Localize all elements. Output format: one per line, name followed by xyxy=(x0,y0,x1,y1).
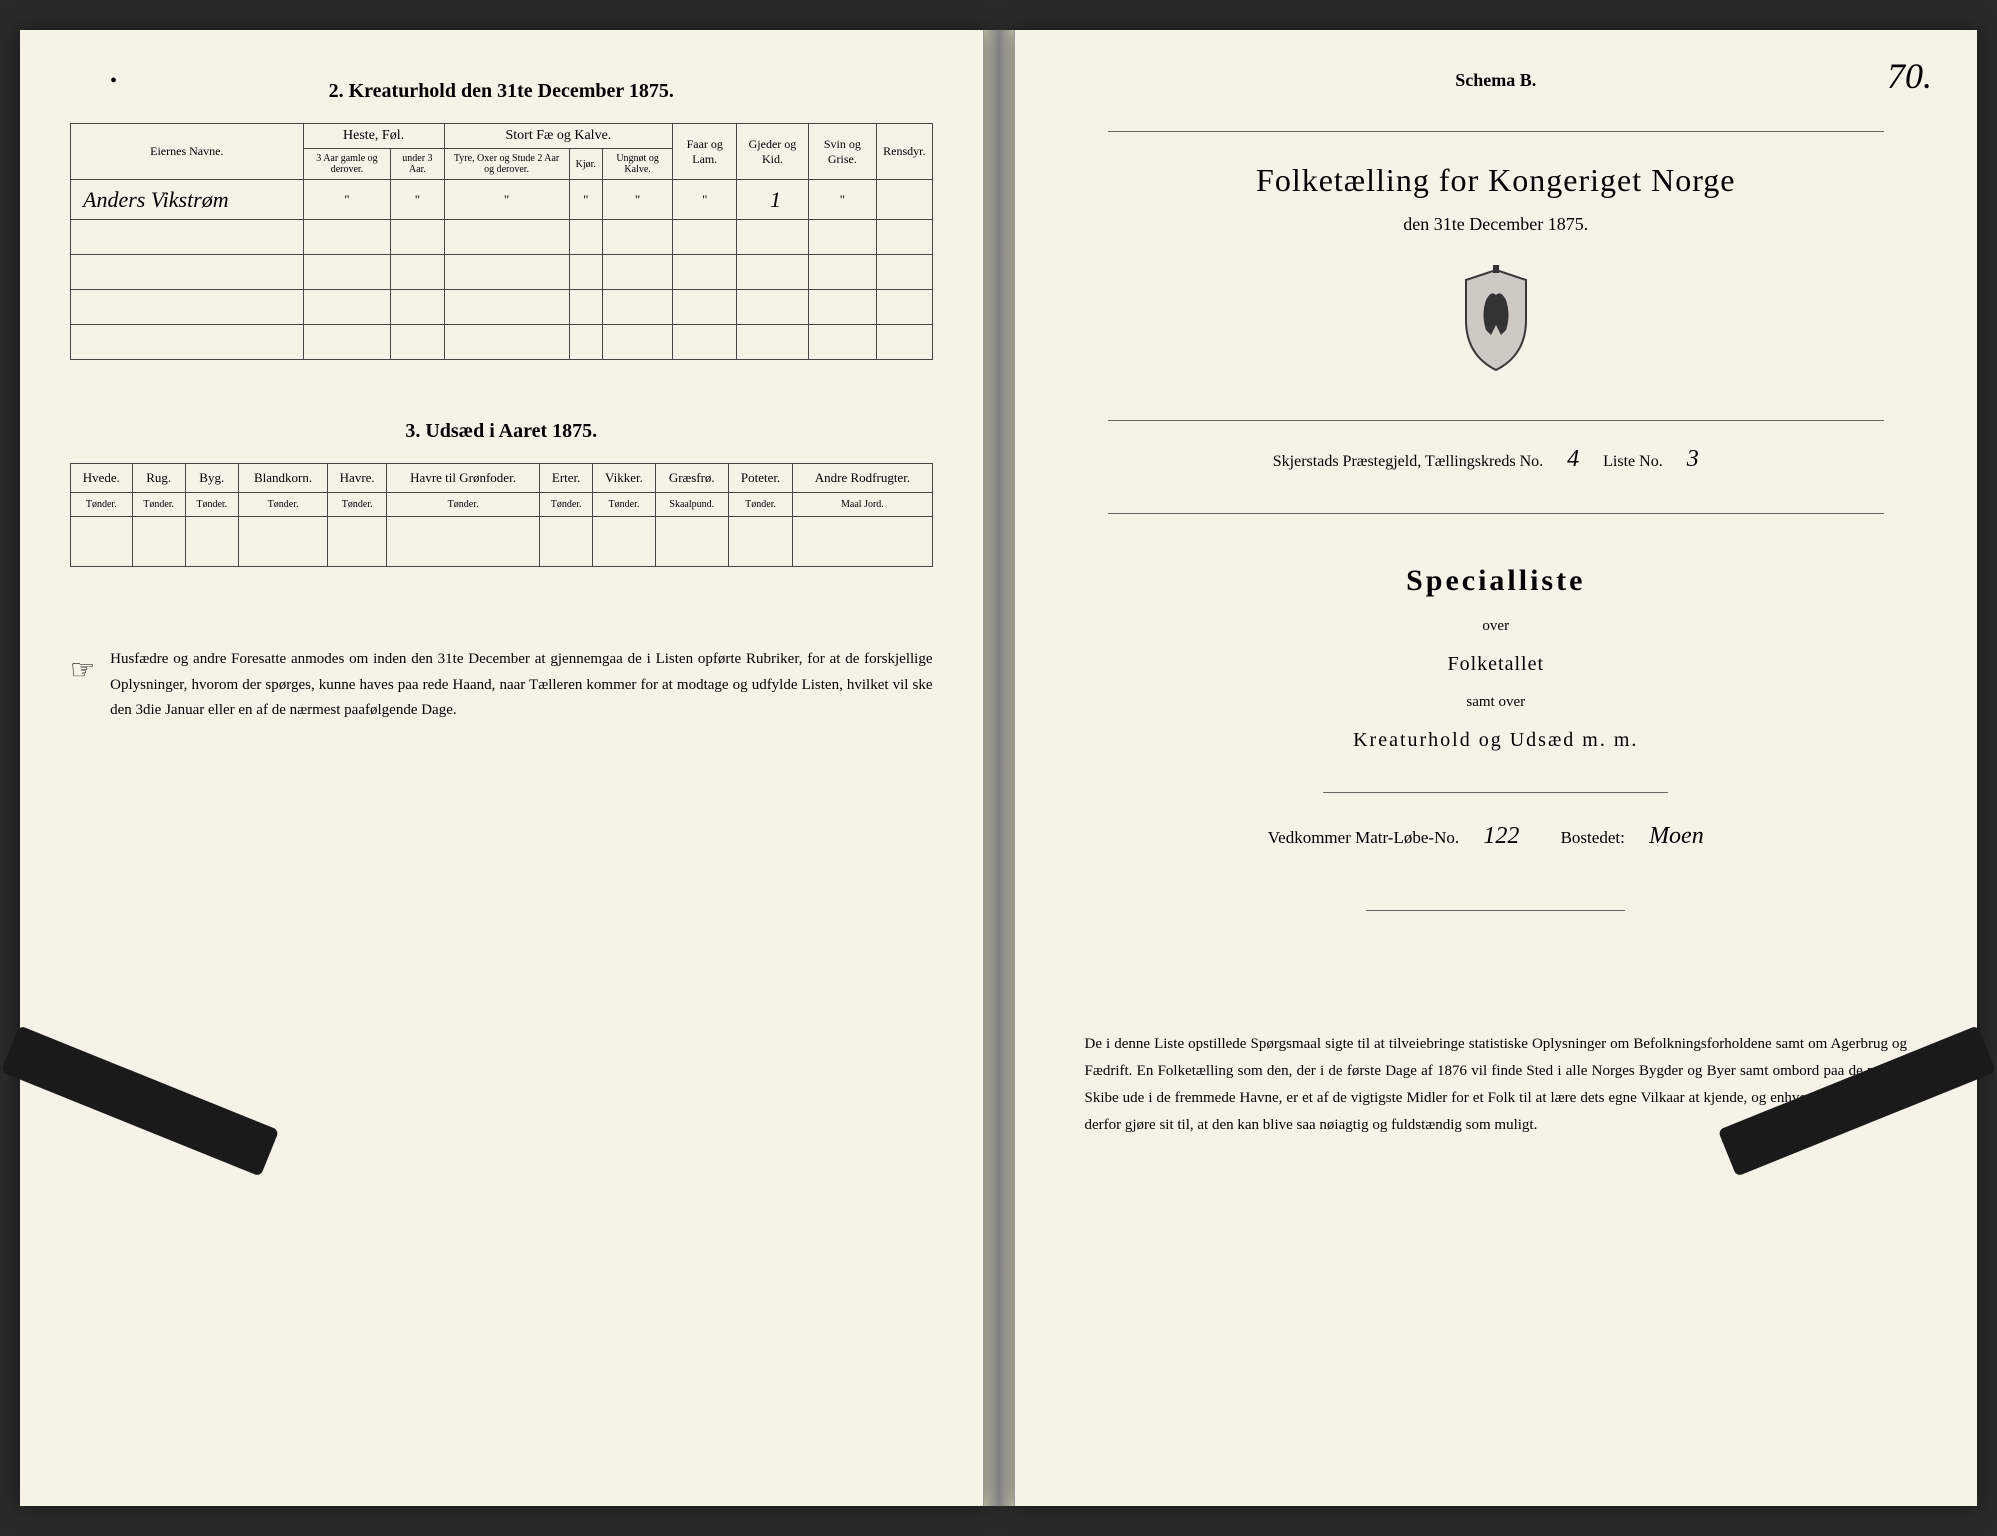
owner-name-cell: Anders Vikstrøm xyxy=(71,180,304,220)
main-title: Folketælling for Kongeriget Norge xyxy=(1065,162,1928,199)
col-vetch: Vikker. xyxy=(593,464,655,493)
right-page: 70. Schema B. Folketælling for Kongerige… xyxy=(1014,30,1978,1506)
liste-number: 3 xyxy=(1667,446,1719,472)
cell: " xyxy=(391,180,444,220)
sub-horses-old: 3 Aar gamle og derover. xyxy=(303,149,391,180)
col-sheep: Faar og Lam. xyxy=(673,124,737,180)
special-title: Specialliste xyxy=(1065,564,1928,598)
divider xyxy=(1108,131,1884,132)
table-row: Anders Vikstrøm " " " " " " 1 " xyxy=(71,180,933,220)
cell: " xyxy=(303,180,391,220)
unit-cell: Tønder. xyxy=(593,493,655,517)
sub-cattle-bulls: Tyre, Oxer og Stude 2 Aar og derover. xyxy=(444,149,569,180)
col-root: Andre Rodfrugter. xyxy=(793,464,932,493)
unit-cell: Maal Jord. xyxy=(793,493,932,517)
kreaturhold-label: Kreaturhold og Udsæd m. m. xyxy=(1065,729,1928,752)
table-row xyxy=(71,325,933,360)
coat-of-arms-icon xyxy=(1065,265,1928,380)
col-wheat: Hvede. xyxy=(71,464,133,493)
col-goats: Gjeder og Kid. xyxy=(737,124,808,180)
cell xyxy=(877,180,932,220)
unit-cell: Tønder. xyxy=(328,493,387,517)
cell: " xyxy=(569,180,602,220)
col-mixed: Blandkorn. xyxy=(238,464,328,493)
col-group-cattle: Stort Fæ og Kalve. xyxy=(444,124,673,149)
unit-cell: Skaalpund. xyxy=(655,493,728,517)
left-page: • 2. Kreaturhold den 31te December 1875.… xyxy=(20,30,984,1506)
matr-number: 122 xyxy=(1463,823,1539,849)
divider xyxy=(1366,910,1625,911)
cell: " xyxy=(673,180,737,220)
col-reindeer: Rensdyr. xyxy=(877,124,932,180)
parish-line: Skjerstads Præstegjeld, Tællingskreds No… xyxy=(1065,446,1928,473)
over-label: over xyxy=(1065,618,1928,635)
table-row xyxy=(71,220,933,255)
col-barley: Byg. xyxy=(185,464,238,493)
pointing-hand-icon: ☞ xyxy=(70,647,95,724)
unit-cell: Tønder. xyxy=(238,493,328,517)
page-clip-left xyxy=(1,1025,279,1176)
unit-cell: Tønder. xyxy=(185,493,238,517)
col-rye: Rug. xyxy=(132,464,185,493)
livestock-table: Eiernes Navne. Heste, Føl. Stort Fæ og K… xyxy=(70,123,933,360)
samt-label: samt over xyxy=(1065,694,1928,711)
cell: " xyxy=(444,180,569,220)
notice-text: Husfædre og andre Foresatte anmodes om i… xyxy=(110,647,932,724)
book-spine xyxy=(984,30,1014,1506)
table-row xyxy=(71,517,933,567)
sub-cattle-young: Ungnøt og Kalve. xyxy=(602,149,672,180)
col-owner: Eiernes Navne. xyxy=(71,124,304,180)
col-oats: Havre. xyxy=(328,464,387,493)
matr-line: Vedkommer Matr-Løbe-No. 122 Bostedet: Mo… xyxy=(1065,823,1928,850)
divider xyxy=(1108,420,1884,421)
schema-label: Schema B. xyxy=(1065,70,1928,91)
page-number: 70. xyxy=(1887,55,1932,97)
cell: " xyxy=(602,180,672,220)
unit-cell: Tønder. xyxy=(132,493,185,517)
col-potato: Poteter. xyxy=(728,464,792,493)
unit-cell: Tønder. xyxy=(728,493,792,517)
seed-table: Hvede. Rug. Byg. Blandkorn. Havre. Havre… xyxy=(70,463,933,567)
sub-cattle-cows: Kjør. xyxy=(569,149,602,180)
book-spread: • 2. Kreaturhold den 31te December 1875.… xyxy=(0,0,1997,1536)
bosted-label: Bostedet: xyxy=(1561,828,1625,847)
unit-cell: Tønder. xyxy=(71,493,133,517)
bullet-mark: • xyxy=(110,70,117,93)
section-2-title: 2. Kreaturhold den 31te December 1875. xyxy=(70,80,933,103)
sub-title: den 31te December 1875. xyxy=(1065,214,1928,235)
table-row xyxy=(71,255,933,290)
col-oats-green: Havre til Grønfoder. xyxy=(387,464,540,493)
bosted-value: Moen xyxy=(1629,823,1724,849)
divider xyxy=(1323,792,1668,793)
col-grass: Græsfrø. xyxy=(655,464,728,493)
cell: " xyxy=(808,180,876,220)
divider xyxy=(1108,513,1884,514)
col-peas: Erter. xyxy=(540,464,593,493)
parish-number: 4 xyxy=(1547,446,1599,472)
sub-horses-young: under 3 Aar. xyxy=(391,149,444,180)
liste-label: Liste No. xyxy=(1603,453,1663,470)
notice-block: ☞ Husfædre og andre Foresatte anmodes om… xyxy=(70,647,933,724)
section-3-title: 3. Udsæd i Aaret 1875. xyxy=(70,420,933,443)
folketallet-label: Folketallet xyxy=(1065,653,1928,676)
table-row xyxy=(71,290,933,325)
cell-sheep-value: 1 xyxy=(737,180,808,220)
unit-cell: Tønder. xyxy=(387,493,540,517)
col-pigs: Svin og Grise. xyxy=(808,124,876,180)
matr-prefix: Vedkommer Matr-Løbe-No. xyxy=(1268,828,1459,847)
parish-prefix: Skjerstads Præstegjeld, Tællingskreds No… xyxy=(1273,453,1543,470)
col-group-horses: Heste, Føl. xyxy=(303,124,444,149)
unit-cell: Tønder. xyxy=(540,493,593,517)
